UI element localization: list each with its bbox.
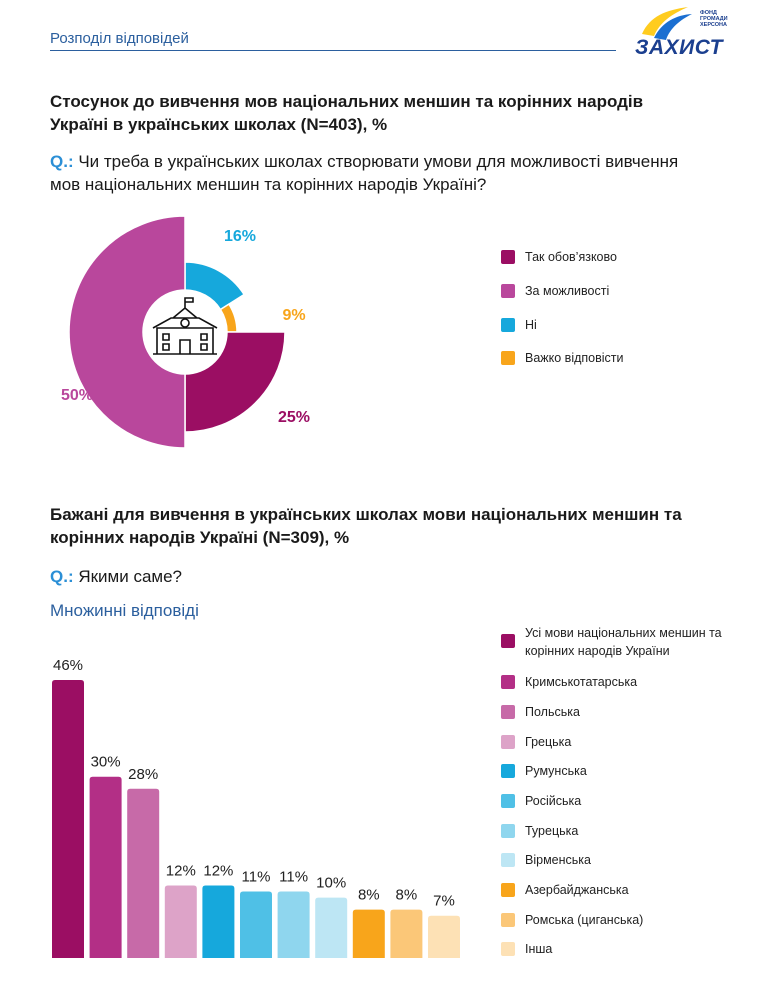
multiple-answers-subtitle: Множинні відповіді (50, 601, 199, 620)
legend-swatch (501, 318, 515, 332)
legend-item: Румунська (501, 762, 587, 780)
bar (390, 909, 423, 958)
donut-slice (184, 261, 246, 311)
donut-value-label: 9% (282, 307, 305, 324)
donut-legend: Так обов’язково За можливості Ні Важко відп… (501, 248, 721, 378)
legend-swatch (501, 764, 515, 778)
bar-value-label: 11% (279, 869, 308, 886)
school-building-icon (152, 297, 218, 355)
bar-value-label: 10% (316, 875, 346, 892)
legend-item: Російська (501, 792, 581, 810)
legend-item: Так обов’язково (501, 248, 617, 266)
header-divider (50, 50, 616, 51)
bar (428, 915, 460, 958)
legend-item: Польська (501, 703, 580, 721)
legend-swatch (501, 735, 515, 749)
logo: ФОНД ГРОМАДИ ХЕРСОНА ЗАХИСТ (630, 4, 730, 60)
logo-swoosh-icon (642, 7, 692, 40)
bar-value-label: 30% (91, 754, 121, 771)
legend-swatch (501, 913, 515, 927)
legend-label: За можливості (525, 284, 610, 298)
legend-label: Польська (525, 705, 580, 719)
section1-question: Q.: Чи треба в українських школах створю… (50, 150, 690, 196)
legend-swatch (501, 705, 515, 719)
bar-value-label: 8% (396, 887, 418, 904)
bar-value-label: 7% (433, 893, 455, 910)
donut-slice (68, 215, 186, 449)
section2-question: Q.: Якими саме? (50, 565, 690, 588)
bar (127, 788, 160, 958)
legend-item: Кримськотатарська (501, 673, 637, 691)
section1-title: Стосунок до вивчення мов національних ме… (50, 92, 644, 134)
bar (164, 885, 197, 958)
question-prefix: Q.: (50, 152, 74, 171)
bar-value-label: 8% (358, 887, 380, 904)
bar-legend: Усі мови національних меншин та корінних… (501, 624, 761, 964)
legend-item: Грецька (501, 733, 571, 751)
legend-label: Ромська (циганська) (525, 913, 644, 927)
legend-label: Азербайджанська (525, 883, 629, 897)
question-text: Чи треба в українських школах створювати… (50, 152, 679, 194)
bar-value-label: 12% (166, 862, 196, 879)
legend-swatch (501, 675, 515, 689)
donut-value-label: 16% (224, 228, 256, 245)
bar-value-label: 11% (242, 869, 271, 886)
legend-swatch (501, 942, 515, 956)
legend-item: Інша (501, 940, 552, 958)
legend-swatch (501, 794, 515, 808)
legend-label: Так обов’язково (525, 250, 617, 264)
question-text: Якими саме? (78, 567, 183, 586)
legend-label: Усі мови національних меншин та корінних… (525, 626, 722, 658)
legend-swatch (501, 250, 515, 264)
legend-label: Російська (525, 794, 582, 808)
bar (52, 680, 84, 958)
donut-slice (184, 331, 286, 433)
legend-swatch (501, 351, 515, 365)
bar (315, 897, 348, 958)
bar-value-label: 12% (203, 862, 233, 879)
legend-label: Грецька (525, 735, 572, 749)
legend-label: Румунська (525, 764, 587, 778)
legend-item: Азербайджанська (501, 881, 629, 899)
legend-item: Ні (501, 316, 537, 334)
page-header-title: Розподіл відповідей (50, 30, 189, 47)
logo-subtitle: ФОНД ГРОМАДИ ХЕРСОНА (700, 10, 728, 28)
legend-label: Важко відповісти (525, 351, 624, 365)
legend-swatch (501, 634, 515, 648)
bar-value-label: 46% (53, 657, 83, 674)
donut-chart: 25% 50% 16% 9% (61, 215, 310, 449)
legend-item: Ромська (циганська) (501, 911, 643, 929)
legend-item: Усі мови національних меншин та корінних… (501, 624, 731, 660)
legend-item: Важко відповісти (501, 349, 624, 367)
legend-item: Турецька (501, 822, 578, 840)
legend-label: Вірменська (525, 853, 591, 867)
legend-swatch (501, 853, 515, 867)
legend-swatch (501, 883, 515, 897)
donut-value-label: 50% (61, 387, 93, 404)
bar (352, 909, 385, 958)
bar (240, 891, 272, 958)
legend-item: Вірменська (501, 851, 591, 869)
bar (277, 891, 310, 958)
section2-title: Бажані для вивчення в українських школах… (50, 505, 682, 547)
bar-chart: 46% 30% 28% 12% 12% 11% 11% 10% 8% 8% 7% (52, 657, 460, 958)
bar-value-label: 28% (128, 766, 158, 783)
legend-item: За можливості (501, 282, 609, 300)
question-prefix: Q.: (50, 567, 74, 586)
logo-wordmark: ЗАХИСТ (635, 36, 723, 59)
donut-value-label: 25% (278, 409, 310, 426)
legend-label: Турецька (525, 824, 579, 838)
bar (202, 885, 235, 958)
bar (89, 776, 122, 958)
legend-label: Ні (525, 318, 537, 332)
legend-swatch (501, 824, 515, 838)
donut-center (145, 292, 225, 372)
legend-swatch (501, 284, 515, 298)
legend-label: Інша (525, 942, 553, 956)
legend-label: Кримськотатарська (525, 675, 638, 689)
